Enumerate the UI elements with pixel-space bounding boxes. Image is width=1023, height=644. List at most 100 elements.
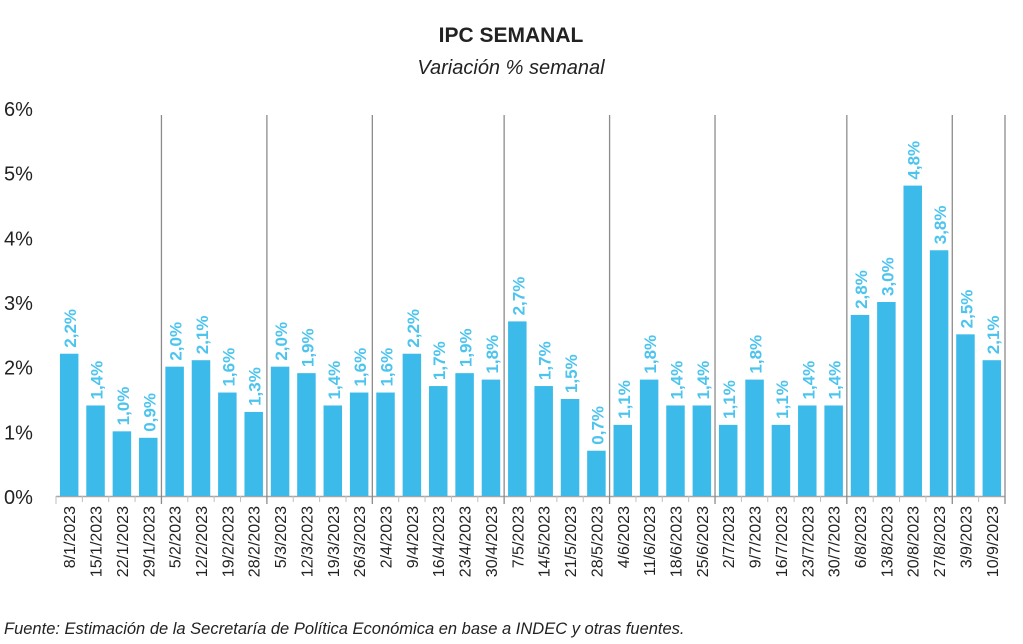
x-tick-label: 5/2/2023 (168, 506, 185, 568)
data-label: 1,8% (747, 335, 766, 374)
x-tick-label: 16/7/2023 (774, 506, 791, 577)
x-tick-label: 23/4/2023 (458, 506, 475, 577)
bar (481, 379, 501, 496)
bar (718, 424, 738, 496)
data-label: 2,2% (404, 309, 423, 348)
bar (349, 392, 369, 496)
x-tick-label: 5/3/2023 (273, 506, 290, 568)
y-tick-label: 0% (4, 487, 33, 509)
data-label: 1,6% (219, 348, 238, 387)
x-tick-label: 15/1/2023 (89, 506, 106, 577)
x-tick-label: 16/4/2023 (431, 506, 448, 577)
bar (534, 386, 553, 496)
data-label: 2,1% (984, 315, 1003, 354)
data-label: 2,8% (852, 270, 871, 309)
x-tick-label: 28/5/2023 (589, 506, 606, 577)
chart-title: IPC SEMANAL (439, 24, 584, 47)
y-tick-label: 4% (4, 228, 33, 250)
bar (86, 405, 105, 496)
bar (666, 405, 685, 496)
data-label: 1,4% (799, 361, 818, 400)
chart-subtitle: Variación % semanal (417, 57, 605, 79)
data-label: 0,7% (588, 406, 607, 445)
x-tick-label: 21/5/2023 (563, 506, 580, 577)
y-tick-label: 1% (4, 422, 33, 444)
bar (560, 399, 580, 496)
y-tick-label: 5% (4, 164, 33, 186)
x-tick-label: 22/1/2023 (115, 506, 132, 577)
x-tick-label: 27/8/2023 (932, 506, 949, 577)
x-tick-label: 14/5/2023 (537, 506, 554, 577)
bar (112, 431, 132, 496)
data-label: 1,4% (88, 361, 107, 400)
bar (139, 437, 158, 496)
x-tick-label: 20/8/2023 (906, 506, 923, 577)
bar (270, 366, 290, 496)
y-tick-label: 3% (4, 293, 33, 315)
bar (877, 302, 896, 496)
x-tick-label: 23/7/2023 (800, 506, 817, 577)
x-tick-label: 9/4/2023 (405, 506, 422, 568)
bar (639, 379, 659, 496)
data-label: 1,1% (720, 380, 739, 419)
bar (244, 411, 263, 496)
bar (745, 379, 764, 496)
x-tick-label: 7/5/2023 (510, 506, 527, 568)
bar (929, 250, 949, 496)
x-tick-label: 10/9/2023 (985, 506, 1002, 577)
data-label: 1,9% (457, 328, 476, 367)
data-label: 2,7% (509, 277, 528, 316)
bar (165, 366, 184, 496)
data-label: 3,0% (878, 257, 897, 296)
data-label: 1,4% (826, 361, 845, 400)
bar (218, 392, 237, 496)
source-note: Fuente: Estimación de la Secretaría de P… (4, 620, 685, 638)
x-tick-label: 2/4/2023 (379, 506, 396, 568)
bar (692, 405, 712, 496)
bar (903, 185, 922, 496)
bar (191, 360, 211, 496)
bar (982, 360, 1002, 496)
bar (956, 334, 975, 496)
x-tick-label: 11/6/2023 (642, 506, 659, 576)
data-label: 3,8% (931, 206, 950, 245)
bar (59, 353, 79, 496)
data-label: 1,7% (430, 341, 449, 380)
x-tick-label: 18/6/2023 (668, 506, 685, 577)
x-tick-label: 25/6/2023 (695, 506, 712, 577)
data-label: 2,0% (167, 322, 186, 361)
x-tick-label: 4/6/2023 (616, 506, 633, 568)
data-label: 1,6% (351, 348, 370, 387)
data-label: 1,4% (667, 361, 686, 400)
x-tick-label: 19/2/2023 (220, 506, 237, 577)
data-label: 4,8% (905, 141, 924, 180)
x-tick-label: 30/4/2023 (484, 506, 501, 577)
x-tick-label: 2/7/2023 (721, 506, 738, 568)
data-label: 2,0% (272, 322, 291, 361)
bar (297, 373, 316, 496)
bar (455, 373, 474, 496)
x-tick-label: 30/7/2023 (827, 506, 844, 577)
bar (850, 314, 870, 496)
x-tick-label: 9/7/2023 (748, 506, 765, 568)
x-tick-label: 19/3/2023 (326, 506, 343, 577)
data-label: 1,3% (246, 367, 265, 406)
data-label: 1,8% (483, 335, 502, 374)
bar (824, 405, 843, 496)
data-label: 1,5% (562, 354, 581, 393)
data-label: 1,8% (641, 335, 660, 374)
data-label: 1,9% (298, 328, 317, 367)
data-label: 2,1% (193, 315, 212, 354)
bar (798, 405, 817, 496)
y-tick-label: 6% (4, 99, 33, 121)
bar (323, 405, 343, 496)
data-label: 1,1% (615, 380, 634, 419)
bar (508, 321, 527, 496)
data-label: 1,4% (694, 361, 713, 400)
bar (587, 450, 606, 496)
x-tick-label: 8/1/2023 (62, 506, 79, 568)
x-tick-label: 12/2/2023 (194, 506, 211, 577)
x-tick-label: 6/8/2023 (853, 506, 870, 568)
x-tick-label: 29/1/2023 (141, 506, 158, 577)
